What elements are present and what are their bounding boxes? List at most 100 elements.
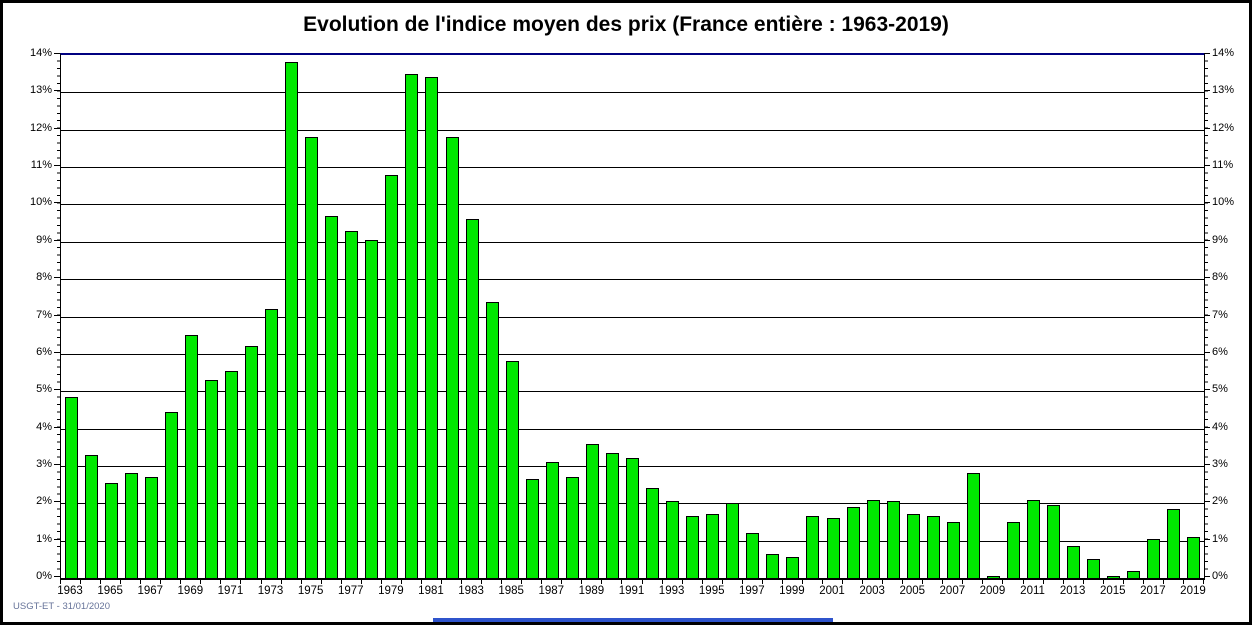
x-tick (1042, 578, 1044, 584)
y-tick-label-left: 4% (36, 420, 52, 433)
x-tick-label-1975: 1975 (297, 585, 324, 597)
x-tick (160, 578, 162, 584)
y-tick-label-left: 0% (36, 570, 52, 582)
y-tick-label-left: 13% (29, 84, 52, 97)
x-tick (882, 578, 884, 584)
bar-1998 (766, 554, 780, 578)
bar-2011 (1027, 500, 1041, 578)
x-tick (741, 578, 743, 584)
bar-1983 (465, 219, 479, 578)
x-tick (200, 578, 202, 584)
x-tick (761, 578, 763, 584)
y-tick-label-left: 11% (30, 159, 52, 172)
bar-1968 (164, 412, 178, 578)
y-tick-label-right: 3% (1212, 457, 1228, 470)
bar-2016 (1127, 571, 1141, 578)
bar-2004 (886, 501, 900, 578)
bar-2001 (826, 518, 840, 578)
bar-1995 (706, 514, 720, 578)
bar-2005 (906, 514, 920, 578)
bar-1999 (786, 557, 800, 578)
y-tick-label-left: 7% (36, 308, 52, 321)
gridline-13 (61, 92, 1204, 94)
bar-1967 (144, 477, 158, 578)
x-tick (862, 578, 864, 584)
x-tick (922, 578, 924, 584)
x-tick (220, 578, 222, 584)
x-tick (801, 578, 803, 584)
bar-1975 (305, 137, 319, 578)
bar-2003 (866, 500, 880, 578)
bar-1997 (746, 533, 760, 578)
bar-1987 (545, 462, 559, 578)
x-tick-label-1979: 1979 (378, 585, 404, 597)
bar-1985 (505, 361, 519, 578)
bar-2019 (1187, 537, 1201, 578)
x-tick (681, 578, 683, 584)
bar-1993 (666, 501, 680, 578)
x-tick-label-2007: 2007 (939, 585, 966, 597)
x-tick-label-2013: 2013 (1059, 585, 1086, 597)
footer-credit: USGT-ET - 31/01/2020 (13, 601, 110, 612)
x-tick (781, 578, 783, 584)
x-tick (280, 578, 282, 584)
x-tick (1122, 578, 1124, 584)
x-tick (601, 578, 603, 584)
x-tick-label-2017: 2017 (1140, 585, 1166, 597)
x-tick (300, 578, 302, 584)
bar-2018 (1167, 509, 1181, 578)
x-tick (360, 578, 362, 584)
x-tick (60, 578, 61, 584)
x-tick-label-1973: 1973 (257, 585, 284, 597)
x-tick (481, 578, 483, 584)
x-tick-label-1983: 1983 (458, 585, 484, 597)
gridline-5 (61, 391, 1204, 393)
bar-1976 (325, 216, 339, 578)
x-tick (1102, 578, 1104, 584)
bar-2007 (946, 522, 960, 578)
bar-1992 (646, 488, 660, 578)
y-tick-label-right: 0% (1212, 570, 1228, 582)
bar-2017 (1147, 539, 1161, 578)
bar-1986 (525, 479, 539, 578)
x-tick (260, 578, 262, 584)
x-tick (942, 578, 944, 584)
x-tick (1182, 578, 1184, 584)
y-tick-label-right: 4% (1212, 420, 1228, 433)
bar-1969 (184, 335, 198, 578)
x-tick (100, 578, 102, 584)
y-tick-label-left: 12% (29, 121, 52, 134)
gridline-4 (61, 428, 1204, 430)
x-tick (641, 578, 643, 584)
x-tick (340, 578, 342, 584)
y-tick-label-left: 9% (36, 233, 52, 246)
chart-title: Evolution de l'indice moyen des prix (Fr… (303, 13, 949, 36)
bar-1963 (64, 397, 78, 578)
x-tick (721, 578, 723, 584)
bottom-accent-line (433, 618, 833, 622)
bar-1996 (726, 503, 740, 578)
x-tick (621, 578, 623, 584)
x-tick (400, 578, 402, 584)
x-tick (822, 578, 823, 584)
y-tick-label-left: 10% (29, 196, 52, 209)
x-tick-label-2001: 2001 (819, 585, 845, 597)
x-tick (581, 578, 583, 584)
x-tick (140, 578, 142, 584)
x-tick-label-1965: 1965 (97, 585, 123, 597)
y-tick-label-left: 5% (36, 383, 52, 396)
x-tick (1203, 578, 1204, 584)
bar-2010 (1007, 522, 1020, 578)
y-tick-label-left: 6% (36, 345, 52, 358)
bar-1979 (385, 175, 399, 578)
y-tick-label-right: 1% (1212, 532, 1228, 545)
bar-1964 (84, 455, 98, 578)
y-tick-label-right: 2% (1212, 495, 1228, 508)
plot-area (60, 53, 1205, 580)
bar-1966 (124, 473, 138, 578)
x-tick (120, 578, 122, 584)
bar-2013 (1067, 546, 1081, 578)
x-tick-label-1987: 1987 (538, 585, 565, 597)
y-tick-label-right: 8% (1212, 271, 1228, 284)
x-tick-label-2005: 2005 (899, 585, 926, 597)
